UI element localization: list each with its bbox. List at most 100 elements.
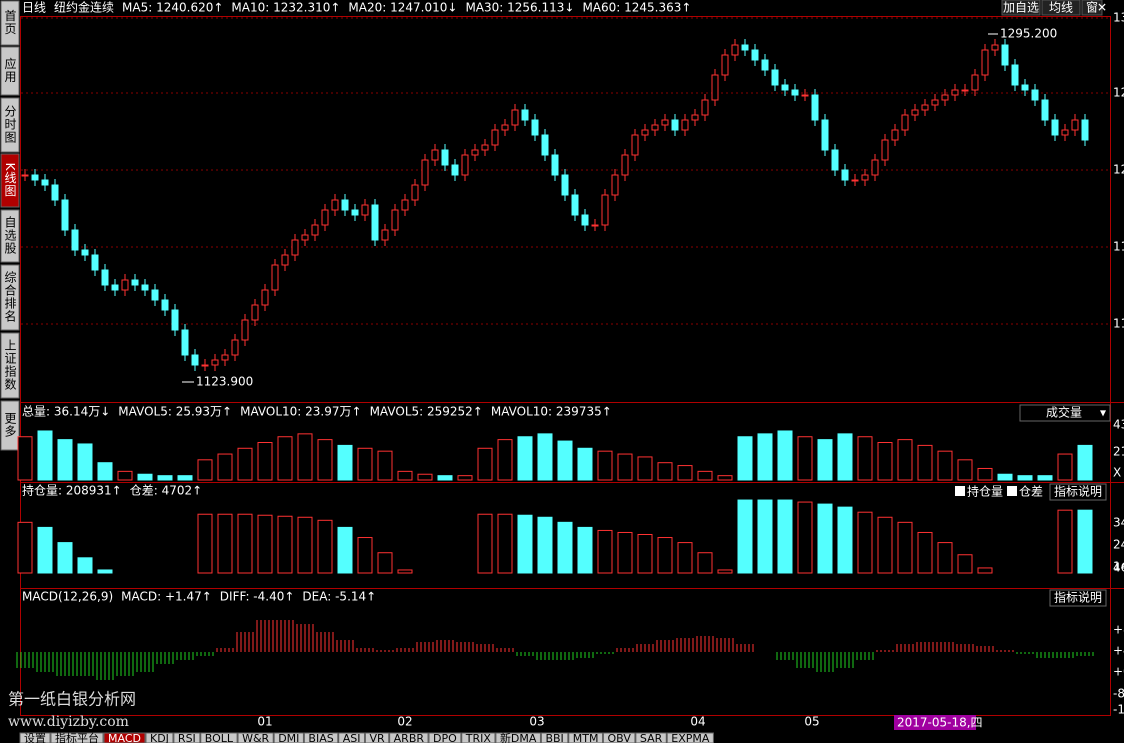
tab[interactable] — [200, 732, 238, 743]
header-item: DEA: -5.14↑ — [302, 590, 376, 604]
bar — [437, 475, 453, 481]
bar — [997, 473, 1013, 481]
bar — [737, 499, 753, 574]
candle — [101, 269, 109, 286]
tab[interactable] — [428, 732, 462, 743]
tab[interactable] — [273, 732, 304, 743]
bar — [217, 513, 233, 574]
candle — [491, 129, 499, 146]
tab[interactable] — [303, 732, 339, 743]
bar — [1017, 475, 1033, 481]
tab-label: 设置 — [24, 732, 46, 743]
cursor-date: 2017-05-18,四 — [897, 716, 983, 730]
tab[interactable] — [338, 732, 365, 743]
header-button[interactable] — [1081, 0, 1103, 16]
bar — [777, 499, 793, 574]
tab[interactable] — [173, 732, 201, 743]
close-button[interactable]: ✕ — [1097, 1, 1107, 15]
checkbox[interactable] — [1007, 486, 1017, 496]
tab[interactable] — [19, 732, 51, 743]
y-axis-label: +8 — [1113, 623, 1124, 637]
candle — [81, 249, 89, 256]
tab-label: DPO — [433, 732, 457, 743]
bar — [637, 456, 653, 481]
checkbox[interactable] — [955, 486, 965, 496]
bar — [537, 433, 553, 481]
tab[interactable] — [50, 732, 104, 743]
tab-label: ASI — [343, 732, 361, 743]
chart-frame — [20, 16, 1111, 716]
bar — [757, 433, 773, 481]
sidebar-tab[interactable] — [0, 97, 20, 153]
bar — [957, 554, 973, 574]
sidebar-label: 综合排名 — [3, 271, 17, 323]
bar — [837, 506, 853, 574]
header-button-label: 加自选 — [1003, 1, 1039, 15]
tab[interactable] — [237, 732, 274, 743]
sidebar-tab[interactable] — [0, 264, 20, 331]
candle — [521, 109, 529, 121]
tab[interactable] — [145, 732, 174, 743]
sidebar-tab[interactable] — [0, 0, 20, 46]
tab-label: OBV — [607, 732, 631, 743]
tab[interactable] — [568, 732, 603, 743]
bar — [1077, 444, 1093, 481]
y-axis-label: 21 — [1113, 445, 1124, 459]
sidebar-tab[interactable] — [0, 153, 20, 208]
candle — [471, 149, 479, 156]
bar — [297, 433, 313, 481]
tab[interactable] — [635, 732, 667, 743]
tab[interactable] — [666, 732, 714, 743]
sidebar-tab[interactable] — [0, 332, 20, 399]
sidebar-tab[interactable] — [0, 209, 20, 263]
candle — [161, 299, 169, 311]
bar — [657, 537, 673, 574]
candle — [941, 94, 949, 101]
bar — [857, 436, 873, 481]
candle — [841, 169, 849, 181]
candle — [531, 119, 539, 136]
bar — [557, 521, 573, 574]
tab[interactable] — [389, 732, 429, 743]
tab[interactable] — [495, 732, 541, 743]
dropdown[interactable] — [1019, 404, 1111, 422]
sidebar-label: 自选股 — [3, 216, 17, 255]
tab[interactable] — [364, 732, 390, 743]
header-item: MA60: 1245.363↑ — [582, 1, 691, 15]
y-axis-label: 13 — [1113, 11, 1124, 25]
candle — [311, 224, 319, 236]
bar — [937, 450, 953, 481]
annotation: 1123.900 — [196, 375, 253, 389]
candle — [501, 124, 509, 131]
tab[interactable] — [461, 732, 496, 743]
bar — [337, 526, 353, 574]
tab[interactable] — [540, 732, 569, 743]
tab-label: BOLL — [205, 732, 234, 743]
candle — [641, 129, 649, 136]
tab[interactable] — [103, 732, 146, 743]
tab-label: KDJ — [150, 732, 169, 743]
candle — [671, 119, 679, 131]
indicator-button[interactable] — [1049, 483, 1107, 501]
candle — [1031, 89, 1039, 101]
bar — [357, 447, 373, 481]
bar — [317, 519, 333, 574]
bar — [597, 450, 613, 481]
candle — [221, 354, 229, 361]
sidebar-tab[interactable] — [0, 400, 20, 451]
header-button[interactable] — [1041, 0, 1081, 16]
header-button[interactable] — [1001, 0, 1041, 16]
indicator-button[interactable] — [1049, 589, 1107, 607]
tab-label: 新DMA — [500, 731, 537, 743]
tab[interactable] — [602, 732, 636, 743]
candle — [871, 159, 879, 176]
tab-label: EXPMA — [671, 732, 710, 743]
candle — [681, 119, 689, 131]
sidebar-tab[interactable] — [0, 46, 20, 96]
bar — [1077, 509, 1093, 574]
y-axis-label: 24 — [1113, 538, 1124, 552]
tab-label: DMI — [278, 732, 299, 743]
candle — [341, 199, 349, 211]
candle — [551, 154, 559, 176]
bar — [697, 470, 713, 481]
